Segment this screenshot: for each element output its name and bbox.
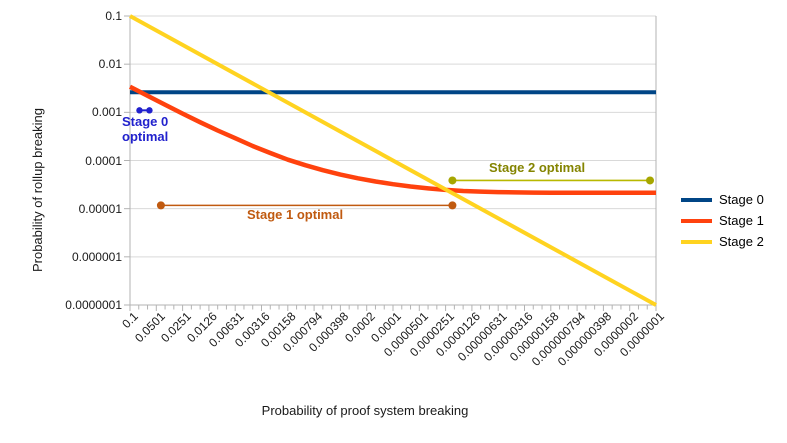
legend-swatch-stage-1 bbox=[681, 218, 712, 223]
annotation-stage-0-optimal-label: Stage 0 optimal bbox=[122, 114, 168, 144]
legend-label-stage-2: Stage 2 bbox=[719, 234, 764, 249]
legend-swatch-stage-2 bbox=[681, 239, 712, 244]
annotation-dot bbox=[146, 107, 153, 114]
legend-swatch-stage-0 bbox=[681, 197, 712, 202]
annotation-stage-2-optimal-label: Stage 2 optimal bbox=[489, 160, 586, 175]
annotation-dot bbox=[136, 107, 143, 114]
series-line-stage-1 bbox=[128, 84, 656, 196]
y-tick-label: 0.001 bbox=[91, 105, 122, 120]
annotation-dot bbox=[448, 201, 457, 210]
y-tick-label: 0.1 bbox=[105, 9, 122, 23]
y-tick-label: 0.01 bbox=[98, 57, 122, 72]
y-tick-label: 0.0000001 bbox=[65, 298, 122, 312]
legend-label-stage-0: Stage 0 bbox=[719, 192, 764, 207]
legend-item-stage-1: Stage 1 bbox=[681, 210, 764, 231]
annotation-dot bbox=[646, 176, 655, 185]
series-line-stage-2 bbox=[129, 14, 657, 307]
annotation-stage-1-optimal-label: Stage 1 optimal bbox=[247, 207, 344, 222]
annotation-stage-0-line2: optimal bbox=[122, 129, 169, 144]
y-tick-label: 0.000001 bbox=[71, 249, 122, 264]
y-tick-label: 0.00001 bbox=[78, 201, 122, 216]
annotation-stage-0-line1: Stage 0 bbox=[122, 114, 169, 129]
annotation-dot bbox=[156, 201, 165, 210]
legend-item-stage-2: Stage 2 bbox=[681, 231, 764, 252]
annotation-dot bbox=[448, 176, 457, 185]
legend-item-stage-0: Stage 0 bbox=[681, 189, 764, 210]
legend: Stage 0 Stage 1 Stage 2 bbox=[681, 189, 764, 252]
y-tick-label: 0.0001 bbox=[85, 153, 122, 168]
y-axis-title: Probability of rollup breaking bbox=[30, 107, 45, 273]
legend-label-stage-1: Stage 1 bbox=[719, 213, 764, 228]
x-axis-title: Probability of proof system breaking bbox=[261, 403, 469, 418]
